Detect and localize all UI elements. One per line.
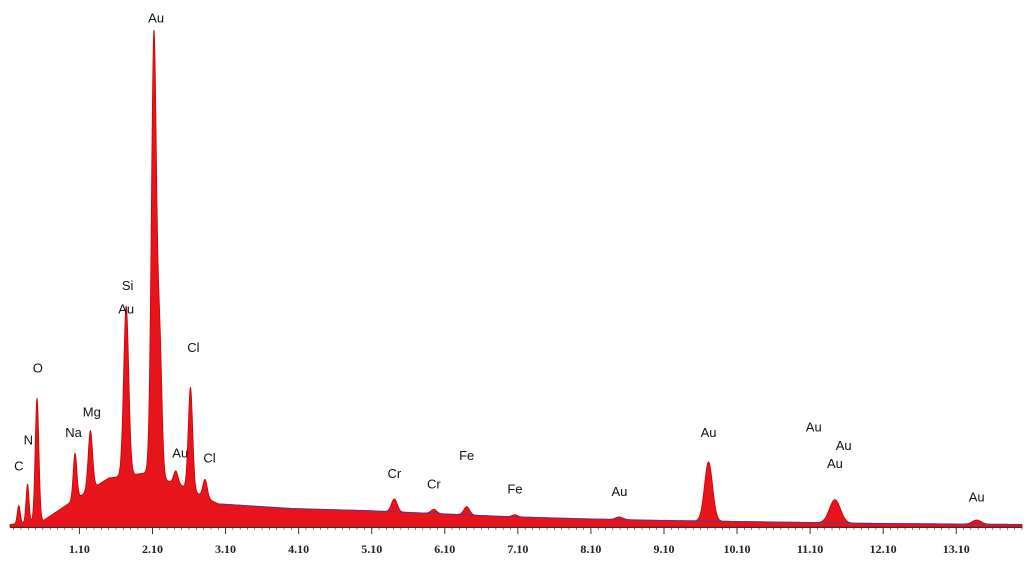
- peak-label: N: [24, 433, 33, 448]
- x-tick-label: 9.10: [653, 542, 674, 556]
- x-tick-label: 11.10: [797, 542, 823, 556]
- peak-label: Au: [172, 445, 188, 460]
- peak-label: Fe: [459, 448, 474, 463]
- peak-label: Cr: [387, 466, 401, 481]
- x-tick-label: 6.10: [434, 542, 455, 556]
- peak-label: Au: [827, 456, 843, 471]
- peak-label: Au: [806, 420, 822, 435]
- x-tick-label: 7.10: [507, 542, 528, 556]
- peak-label: Au: [969, 489, 985, 504]
- peak-label: Cl: [187, 340, 199, 355]
- peak-label: Cr: [427, 476, 441, 491]
- peak-label: Au: [118, 301, 134, 316]
- x-tick-label: 10.10: [724, 542, 751, 556]
- x-tick-label: 12.10: [870, 542, 897, 556]
- spectrum-area: [9, 29, 1023, 528]
- x-tick-label: 8.10: [580, 542, 601, 556]
- peak-label: Si: [122, 278, 134, 293]
- peak-label: Cl: [203, 451, 215, 466]
- peak-label: Au: [611, 484, 627, 499]
- x-tick-label: 4.10: [288, 542, 309, 556]
- peak-label: Au: [701, 425, 717, 440]
- x-tick-label: 13.10: [943, 542, 970, 556]
- x-tick-label: 2.10: [142, 542, 163, 556]
- peak-label: Fe: [507, 482, 522, 497]
- peak-label: Na: [65, 425, 82, 440]
- x-tick-label: 5.10: [361, 542, 382, 556]
- peak-label: Au: [836, 438, 852, 453]
- background-line-group: [218, 503, 1023, 525]
- peak-label: C: [14, 458, 23, 473]
- peak-label: Mg: [83, 404, 101, 419]
- peak-label: O: [33, 361, 43, 376]
- x-tick-label: 1.10: [69, 542, 90, 556]
- peak-label: Au: [148, 10, 164, 25]
- x-axis-ticks: 1.10 2.10 3.10 4.10 5.10 6.10 7.10 8.10 9.10 10.1…: [13, 527, 1023, 556]
- x-tick-label: 3.10: [215, 542, 236, 556]
- background-line: [218, 503, 1023, 525]
- spectrum-area-group: [9, 29, 1023, 528]
